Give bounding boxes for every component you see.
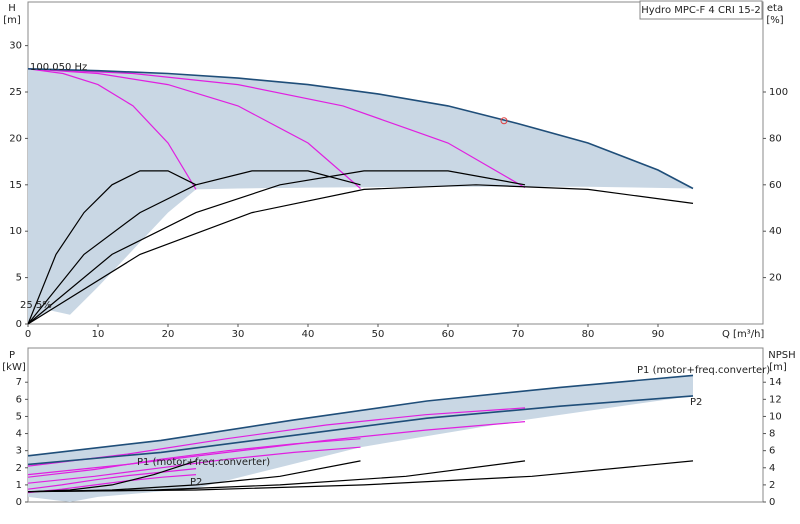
y2-tick-label: 6 — [769, 446, 775, 457]
annotation: P2 — [690, 397, 702, 408]
x-tick-label: 20 — [162, 329, 175, 340]
y2-tick-label: 80 — [769, 133, 782, 144]
curve — [27, 68, 694, 190]
y-tick-label: 30 — [9, 41, 22, 52]
y-tick-label: 20 — [9, 133, 22, 144]
duty-point — [500, 117, 508, 125]
axis-label: NPSH — [768, 350, 795, 361]
y-tick-label: 1 — [16, 480, 22, 491]
y2-tick-label: 20 — [769, 273, 782, 284]
annotation: P2 — [190, 477, 202, 488]
curve — [27, 407, 526, 467]
annotation: P1 (motor+freq.converter) — [137, 457, 270, 468]
axis-label: [m] — [769, 362, 787, 373]
annotation: 100.050 Hz — [30, 62, 87, 73]
axis-label: [%] — [766, 15, 783, 26]
axis-label: [kW] — [2, 362, 26, 373]
y2-tick-label: 10 — [769, 411, 782, 422]
y2-tick-label: 8 — [769, 429, 775, 440]
x-tick-label: 10 — [92, 329, 105, 340]
axis-label: H — [8, 3, 16, 14]
axis-label: eta — [767, 3, 783, 14]
curve — [27, 468, 197, 490]
x-tick-label: 80 — [582, 329, 595, 340]
chart-title: Hydro MPC-F 4 CRI 15-2 — [641, 5, 760, 16]
x-tick-label: 30 — [232, 329, 245, 340]
curve — [27, 170, 197, 325]
y2-tick-label: 2 — [769, 480, 775, 491]
y-tick-label: 2 — [16, 463, 22, 474]
y2-tick-label: 4 — [769, 463, 775, 474]
curve — [27, 184, 694, 325]
y-tick-label: 15 — [9, 180, 22, 191]
x-tick-label: 90 — [652, 329, 665, 340]
curve — [27, 374, 694, 457]
y-tick-label: 0 — [16, 497, 22, 508]
curve — [27, 446, 361, 484]
y2-tick-label: 60 — [769, 180, 782, 191]
annotation: 25.5% — [20, 300, 52, 311]
y2-tick-label: 14 — [769, 377, 782, 388]
x-axis-label: Q [m³/h] — [722, 329, 764, 340]
curve — [27, 170, 361, 325]
y-tick-label: 7 — [16, 377, 22, 388]
axis-label: [m] — [3, 15, 21, 26]
curve — [27, 68, 526, 189]
y-tick-label: 6 — [16, 394, 22, 405]
title-box — [639, 0, 763, 20]
curve — [27, 68, 361, 189]
y-tick-label: 5 — [16, 273, 22, 284]
x-tick-label: 70 — [512, 329, 525, 340]
y-tick-label: 5 — [16, 411, 22, 422]
x-tick-label: 60 — [442, 329, 455, 340]
x-tick-label: 50 — [372, 329, 385, 340]
y2-tick-label: 100 — [769, 87, 788, 98]
curve — [27, 460, 694, 493]
range-area — [28, 68, 693, 324]
y-tick-label: 10 — [9, 226, 22, 237]
y-tick-label: 4 — [16, 429, 22, 440]
curve — [27, 68, 197, 190]
curve — [27, 170, 526, 325]
axis-label: P — [9, 350, 15, 361]
y2-tick-label: 0 — [769, 497, 775, 508]
curve — [27, 474, 197, 494]
y-tick-label: 3 — [16, 446, 22, 457]
y-tick-label: 0 — [16, 319, 22, 330]
x-tick-label: 0 — [25, 329, 31, 340]
y2-tick-label: 12 — [769, 394, 782, 405]
y2-tick-label: 40 — [769, 226, 782, 237]
y-tick-label: 25 — [9, 87, 22, 98]
curve — [27, 421, 526, 476]
x-tick-label: 40 — [302, 329, 315, 340]
annotation: P1 (motor+freq.converter) — [637, 365, 770, 376]
curve — [27, 395, 694, 466]
